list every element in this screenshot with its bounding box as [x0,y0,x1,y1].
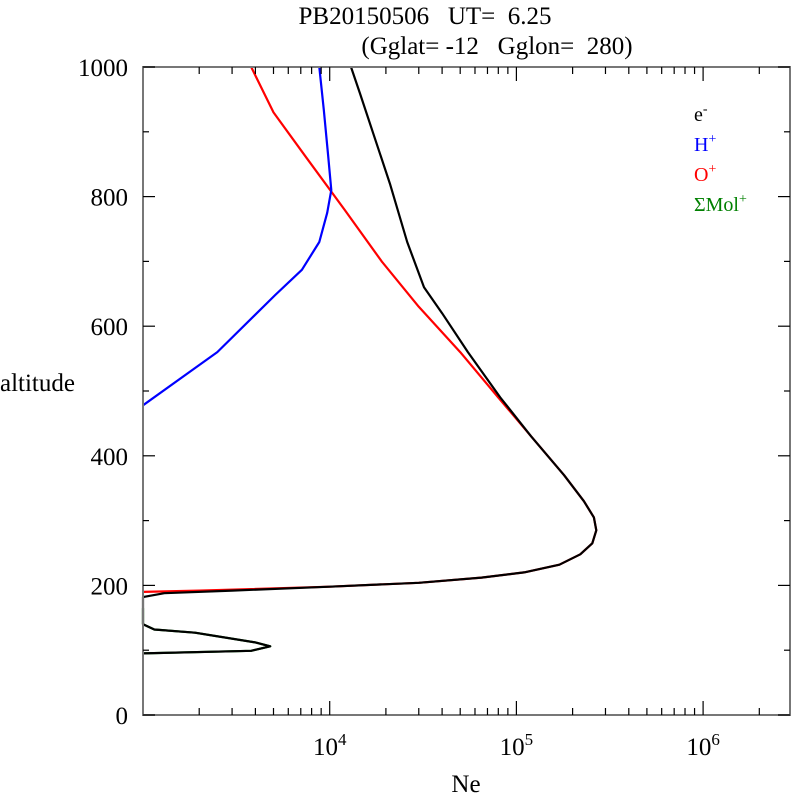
legend-entry: ΣMol+ [694,192,747,216]
chart-title-line2: (Gglat= -12 Gglon= 280) [361,33,632,60]
plot-frame [142,66,791,716]
x-tick-label: 105 [500,730,534,761]
y-tick-label: 600 [91,314,129,341]
x-axis-label: Ne [451,771,480,796]
y-tick-label: 200 [91,573,129,600]
y-tick-label: 400 [91,444,129,471]
series-line-1 [142,66,598,593]
series-line-3 [141,66,598,655]
legend: e- H+ O+ ΣMol+ [694,102,747,216]
legend-entry: O+ [694,162,716,186]
legend-entry: e- [694,102,708,126]
series-line-2 [142,66,333,407]
y-tick-label: 800 [91,185,129,212]
x-tick-label: 104 [313,730,347,761]
x-tick-label: 106 [686,730,720,761]
y-tick-label: 1000 [78,55,128,82]
y-axis-label: altitude [0,370,75,397]
y-axis: 0 200 400 600 800 1000 [78,55,790,730]
chart-title-line1: PB20150506 UT= 6.25 [298,3,551,30]
x-axis: 104 105 106 [198,67,760,761]
legend-entry: H+ [694,132,716,156]
series-layer [141,66,598,655]
y-tick-label: 0 [116,703,129,730]
